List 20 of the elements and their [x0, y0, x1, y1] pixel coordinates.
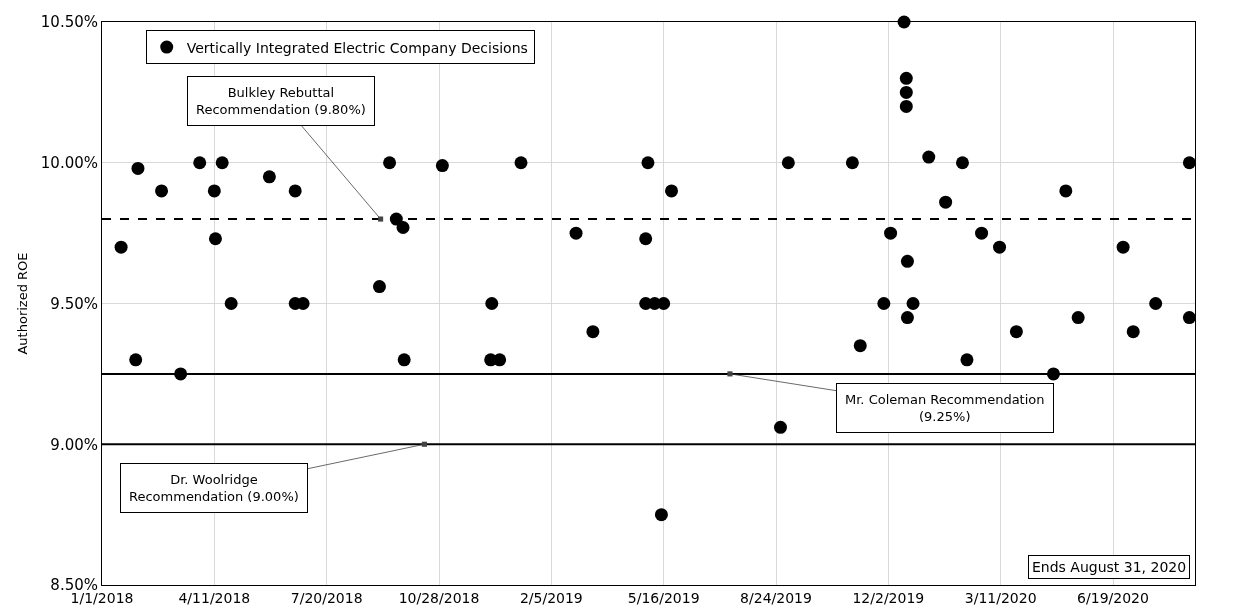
- x-tick-label: 12/2/2019: [852, 589, 925, 606]
- annotation: Ends August 31, 2020: [1032, 559, 1187, 575]
- legend-label: Vertically Integrated Electric Company Decisions: [186, 39, 528, 56]
- y-tick-label: 9.50%: [50, 294, 98, 313]
- x-tick-label: 8/24/2019: [740, 589, 812, 606]
- x-tick-label: 2/5/2019: [519, 589, 583, 606]
- x-tick-label: 1/1/2018: [70, 589, 134, 606]
- y-tick-label: 10.00%: [40, 154, 98, 172]
- x-tick-label: 10/28/2018: [398, 589, 480, 606]
- x-tick-label: 3/11/2020: [964, 589, 1037, 606]
- x-tick-label: 6/19/2020: [1077, 589, 1149, 606]
- x-tick-label: 5/16/2019: [627, 589, 700, 606]
- ref-line-label: Mr. Coleman Recommendation (9.25%): [845, 392, 1045, 424]
- ref-line-label: Dr. Woolridge Recommendation (9.00%): [129, 472, 299, 504]
- ref-line-label: Bulkley Rebuttal Recommendation (9.80%): [196, 85, 366, 117]
- x-tick-label: 4/11/2018: [178, 589, 251, 606]
- y-axis-title: Authorized ROE: [14, 252, 30, 355]
- x-tick-label: 7/20/2018: [290, 589, 363, 606]
- y-tick-label: 9.00%: [50, 435, 98, 454]
- y-tick-label: 10.50%: [40, 13, 98, 32]
